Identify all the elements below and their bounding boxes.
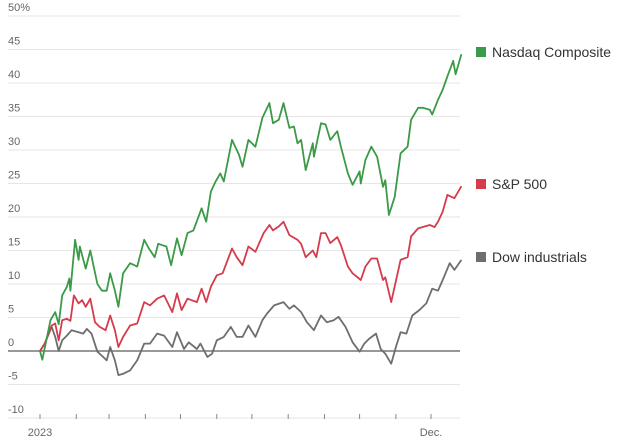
- series-line-s-p-500: [39, 185, 463, 352]
- legend: Nasdaq Composite S&P 500 Dow industrials: [476, 44, 611, 265]
- y-axis-labels: -10 -5 0 5 10 15 20 25 30 35 40 45 50%: [8, 2, 30, 416]
- series-line-nasdaq-composite: [39, 53, 463, 361]
- y-tick-label: 10: [8, 270, 20, 282]
- series-lines: [39, 53, 463, 376]
- legend-swatch-icon: [476, 252, 486, 262]
- x-tick-label: 2023: [28, 427, 52, 439]
- legend-swatch-icon: [476, 47, 486, 57]
- legend-swatch-icon: [476, 179, 486, 189]
- y-tick-label: 35: [8, 103, 20, 115]
- x-axis: 2023 Dec.: [28, 414, 443, 439]
- y-tick-label: -10: [8, 404, 24, 416]
- y-tick-label: -5: [8, 371, 18, 383]
- y-tick-label: 40: [8, 69, 20, 81]
- y-tick-label: 0: [8, 337, 14, 349]
- y-tick-label: 30: [8, 136, 20, 148]
- y-tick-label: 50%: [8, 2, 30, 14]
- legend-label: S&P 500: [492, 176, 547, 192]
- x-tick-label: Dec.: [420, 427, 443, 439]
- y-tick-label: 25: [8, 170, 20, 182]
- y-tick-label: 15: [8, 237, 20, 249]
- y-tick-label: 45: [8, 36, 20, 48]
- series-line-dow-industrials: [39, 259, 463, 376]
- legend-label: Dow industrials: [492, 249, 587, 265]
- y-tick-label: 5: [8, 304, 14, 316]
- legend-label: Nasdaq Composite: [492, 44, 611, 60]
- y-tick-label: 20: [8, 203, 20, 215]
